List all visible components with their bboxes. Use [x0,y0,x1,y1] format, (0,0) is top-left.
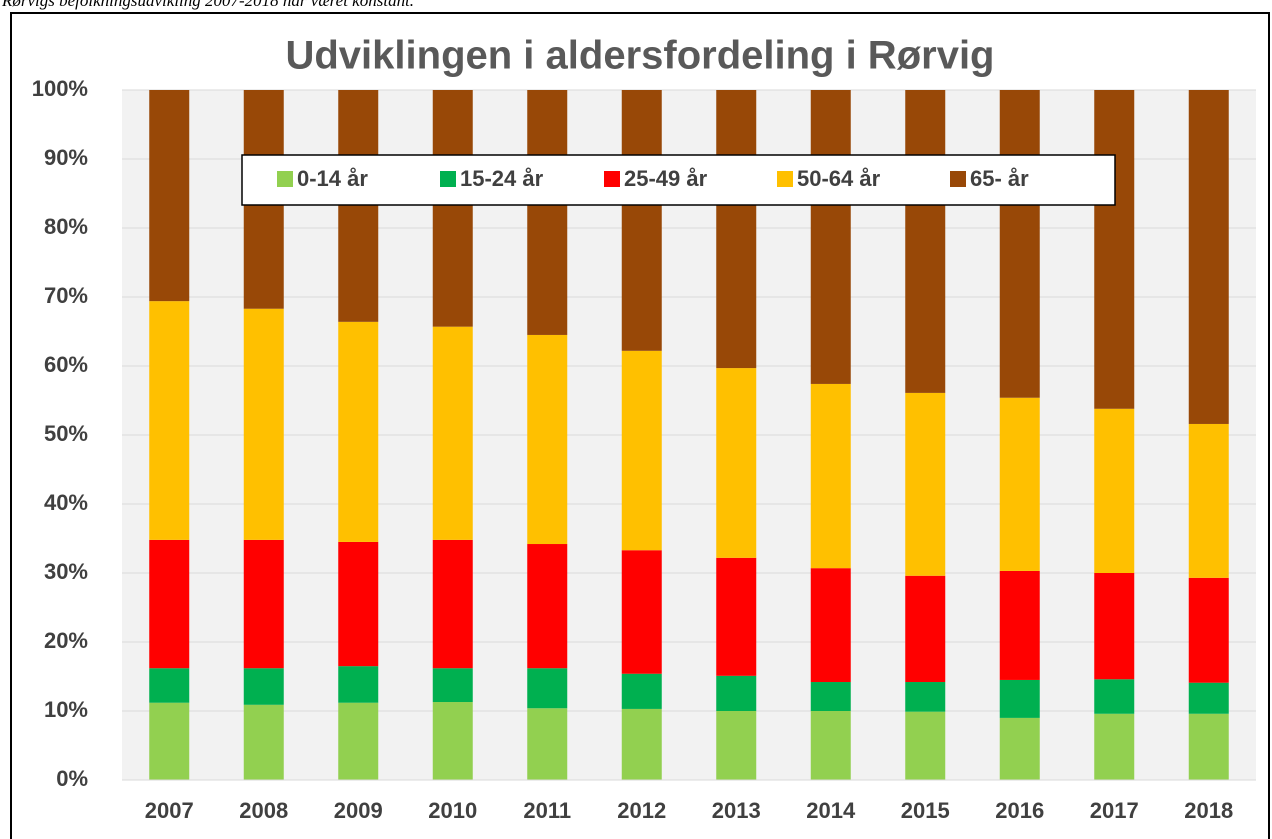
bar-segment [527,708,568,780]
bar-segment [716,557,757,676]
bar-segment [621,350,662,551]
y-tick-label: 0% [56,766,88,791]
y-tick-label: 10% [44,697,88,722]
x-tick-label: 2007 [145,798,194,823]
bar-segment [149,702,190,780]
bar-segment [1188,713,1229,780]
bar-segment [905,90,946,393]
bar-segment [716,368,757,558]
x-tick-label: 2011 [523,798,571,823]
bar-segment [149,668,190,703]
bar-segment [432,539,473,669]
y-tick-label: 60% [44,352,88,377]
legend-swatch [440,171,456,187]
x-tick-label: 2010 [428,798,477,823]
bar-segment [810,90,851,384]
chart-title: Udviklingen i aldersfordeling i Rørvig [285,34,994,78]
bar-segment [621,673,662,709]
x-tick-label: 2008 [239,798,288,823]
bar-segment [527,334,568,545]
bar-segment [716,675,757,711]
bar-segment [999,679,1040,718]
bar-segment [338,666,379,703]
y-tick-label: 70% [44,283,88,308]
bar-segment [810,682,851,711]
legend-label: 65- år [970,166,1029,191]
x-tick-label: 2018 [1184,798,1233,823]
y-tick-label: 90% [44,145,88,170]
bar-segment [527,90,568,335]
bar-segment [1188,423,1229,578]
x-tick-label: 2012 [617,798,666,823]
bar-segment [338,321,379,542]
bar-segment [1188,682,1229,714]
x-tick-label: 2017 [1090,798,1139,823]
bar-segment [243,704,284,780]
bar-segment [716,711,757,780]
x-tick-label: 2009 [334,798,383,823]
bar-segment [621,550,662,674]
x-tick-label: 2016 [995,798,1044,823]
bar-segment [1188,90,1229,424]
bar-segment [1094,408,1135,573]
legend-swatch [604,171,620,187]
bar-segment [149,90,190,302]
y-tick-label: 50% [44,421,88,446]
bar-segment [432,668,473,703]
y-tick-label: 40% [44,490,88,515]
bar-segment [999,397,1040,571]
y-tick-label: 100% [32,76,88,101]
y-tick-label: 30% [44,559,88,584]
y-tick-label: 80% [44,214,88,239]
bar-segment [621,90,662,351]
x-tick-label: 2013 [712,798,761,823]
bar-segment [432,326,473,540]
legend-label: 15-24 år [460,166,544,191]
bar-segment [1094,90,1135,409]
legend-swatch [277,171,293,187]
bar-segment [905,711,946,780]
legend-swatch [950,171,966,187]
bar-segment [243,308,284,540]
legend-label: 0-14 år [297,166,368,191]
bar-segment [338,541,379,667]
x-tick-label: 2014 [806,798,856,823]
bar-segment [1094,713,1135,780]
bar-segment [527,668,568,709]
bar-segment [810,711,851,780]
x-tick-label: 2015 [901,798,950,823]
bar-segment [716,90,757,369]
bar-segment [1094,573,1135,680]
bar-segment [810,568,851,683]
caption: Rørvigs befolkningsudvikling 2007-2018 h… [1,0,414,10]
bar-segment [1094,679,1135,714]
bar-segment [810,383,851,569]
bar-segment [999,570,1040,680]
bar-segment [999,90,1040,398]
bar-segment [999,717,1040,780]
bar-segment [905,575,946,683]
bar-segment [1188,577,1229,683]
bar-segment [338,90,379,322]
bar-segment [905,682,946,712]
y-tick-label: 20% [44,628,88,653]
bar-segment [905,392,946,576]
legend-box [241,154,1116,206]
legend-label: 50-64 år [797,166,881,191]
bar-segment [432,90,473,327]
bar-segment [149,301,190,540]
legend-label: 25-49 år [624,166,708,191]
bar-segment [527,544,568,669]
bar-segment [243,668,284,705]
bar-segment [432,702,473,780]
bar-segment [621,708,662,780]
bar-segment [149,539,190,669]
bar-segment [338,702,379,780]
legend-swatch [777,171,793,187]
bar-segment [243,539,284,669]
